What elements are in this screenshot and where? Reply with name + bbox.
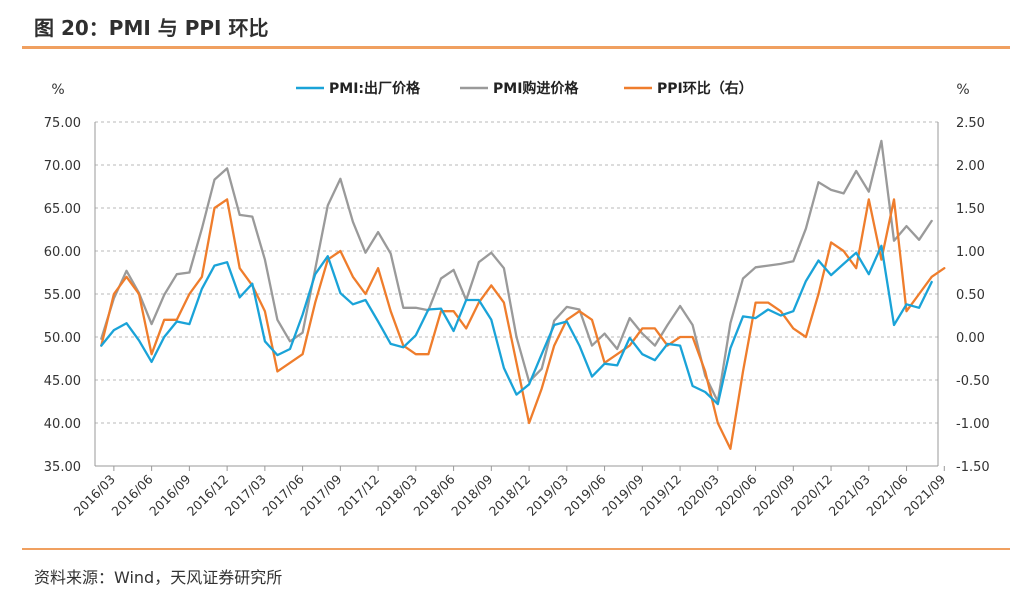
legend-label-3: PPI环比（右） (657, 80, 753, 97)
legend-label-2: PMI购进价格 (493, 80, 579, 97)
left-tick-label: 50.00 (44, 331, 81, 346)
left-tick-label: 40.00 (44, 417, 81, 432)
left-tick-label: 60.00 (44, 245, 81, 260)
series-line-3 (100, 198, 946, 450)
right-unit-label: % (956, 82, 969, 98)
right-tick-label: -1.50 (956, 460, 990, 475)
series-line-2 (100, 139, 933, 403)
x-tick-label: 2021/09 (901, 471, 948, 518)
left-tick-label: 55.00 (44, 288, 81, 303)
series-lines (100, 139, 946, 450)
right-tick-label: 0.50 (956, 288, 985, 303)
legend-label-1: PMI:出厂价格 (329, 80, 421, 97)
footer-divider (22, 548, 1010, 550)
right-tick-label: 0.00 (956, 331, 985, 346)
right-tick-label: 2.00 (956, 159, 985, 174)
left-tick-label: 70.00 (44, 159, 81, 174)
left-tick-label: 65.00 (44, 202, 81, 217)
right-tick-label: 1.00 (956, 245, 985, 260)
left-tick-label: 45.00 (44, 374, 81, 389)
title-divider (22, 46, 1010, 49)
source-note: 资料来源：Wind，天风证券研究所 (34, 568, 283, 587)
legend: PMI:出厂价格 PMI购进价格 PPI环比（右） (296, 80, 753, 97)
series-line-1 (100, 244, 933, 406)
gridlines (95, 121, 938, 424)
right-tick-label: -0.50 (956, 374, 990, 389)
pmi-ppi-line-chart: 35.00 40.00 45.00 50.00 55.00 60.00 65.00 70.00… (44, 80, 990, 519)
left-tick-label: 75.00 (44, 116, 81, 131)
right-tick-label: 1.50 (956, 202, 985, 217)
left-tick-label: 35.00 (44, 460, 81, 475)
right-tick-label: 2.50 (956, 116, 985, 131)
left-unit-label: % (51, 82, 64, 98)
page-title: 图 20：PMI 与 PPI 环比 (34, 16, 269, 40)
right-tick-label: -1.00 (956, 417, 990, 432)
